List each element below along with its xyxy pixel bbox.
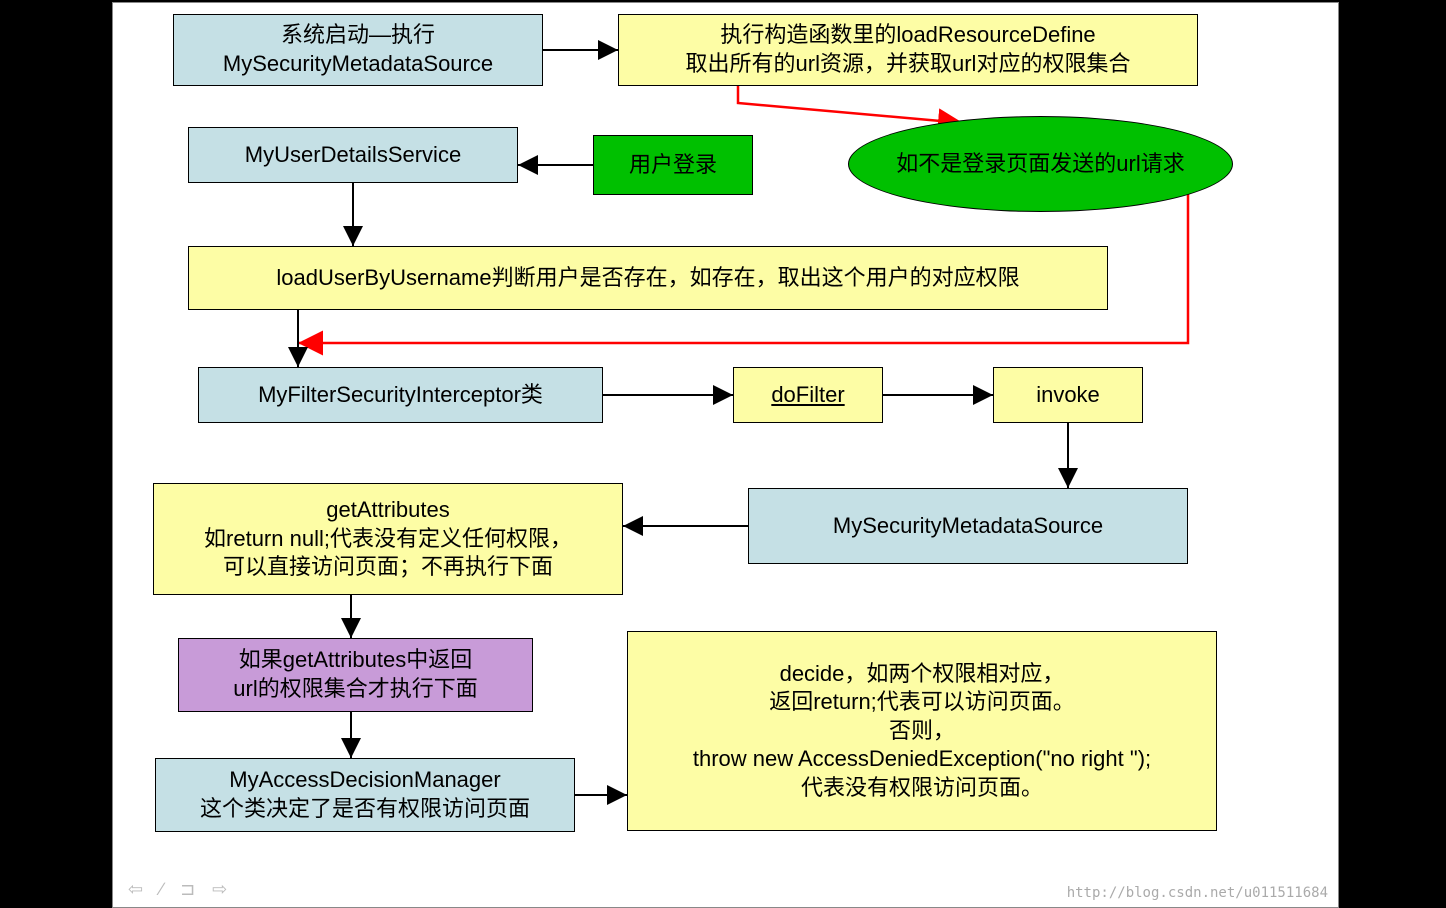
edge-e2 [738, 86, 963, 123]
node-text: 否则， [889, 717, 955, 746]
node-text: decide，如两个权限相对应， [780, 660, 1065, 689]
watermark-text: http://blog.csdn.net/u011511684 [1067, 885, 1328, 901]
nav-glyphs: ⇦ ∕ ⊐ ⇨ [128, 879, 233, 900]
node-text: 用户登录 [629, 151, 717, 180]
node-text: invoke [1036, 381, 1100, 410]
node-text: 如果getAttributes中返回 [239, 646, 473, 675]
node-text: doFilter [771, 381, 844, 410]
node-text: MySecurityMetadataSource [833, 512, 1103, 541]
node-text: MyFilterSecurityInterceptor类 [258, 381, 543, 410]
node-do-filter: doFilter [733, 367, 883, 423]
diagram-canvas: 系统启动—执行 MySecurityMetadataSource 执行构造函数里… [112, 2, 1339, 908]
node-metadata-source-2: MySecurityMetadataSource [748, 488, 1188, 564]
node-text: 如不是登录页面发送的url请求 [896, 150, 1184, 179]
node-access-decision-manager: MyAccessDecisionManager 这个类决定了是否有权限访问页面 [155, 758, 575, 832]
node-text: 取出所有的url资源，并获取url对应的权限集合 [686, 50, 1131, 79]
node-filter-security-interceptor: MyFilterSecurityInterceptor类 [198, 367, 603, 423]
node-user-login: 用户登录 [593, 135, 753, 195]
node-system-start: 系统启动—执行 MySecurityMetadataSource [173, 14, 543, 86]
node-text: MyAccessDecisionManager [229, 766, 500, 795]
node-text: 这个类决定了是否有权限访问页面 [200, 795, 530, 824]
node-text: 代表没有权限访问页面。 [801, 774, 1043, 803]
node-load-user-by-username: loadUserByUsername判断用户是否存在，如存在，取出这个用户的对应… [188, 246, 1108, 310]
node-text: 执行构造函数里的loadResourceDefine [720, 21, 1095, 50]
node-text: url的权限集合才执行下面 [233, 675, 477, 704]
node-text: getAttributes [326, 496, 450, 525]
node-not-login-url: 如不是登录页面发送的url请求 [848, 116, 1233, 212]
node-text: 返回return;代表可以访问页面。 [769, 688, 1075, 717]
node-if-get-attributes: 如果getAttributes中返回 url的权限集合才执行下面 [178, 638, 533, 712]
node-text: loadUserByUsername判断用户是否存在，如存在，取出这个用户的对应… [276, 264, 1019, 293]
node-text: MyUserDetailsService [245, 141, 461, 170]
node-text: MySecurityMetadataSource [223, 50, 493, 79]
node-text: 如return null;代表没有定义任何权限， [204, 525, 572, 554]
node-invoke: invoke [993, 367, 1143, 423]
node-decide: decide，如两个权限相对应， 返回return;代表可以访问页面。 否则， … [627, 631, 1217, 831]
node-load-resource-define: 执行构造函数里的loadResourceDefine 取出所有的url资源，并获… [618, 14, 1198, 86]
node-get-attributes: getAttributes 如return null;代表没有定义任何权限， 可… [153, 483, 623, 595]
node-text: 系统启动—执行 [281, 21, 435, 50]
node-text: 可以直接访问页面；不再执行下面 [223, 553, 553, 582]
node-text: throw new AccessDeniedException("no righ… [693, 745, 1151, 774]
node-user-details-service: MyUserDetailsService [188, 127, 518, 183]
